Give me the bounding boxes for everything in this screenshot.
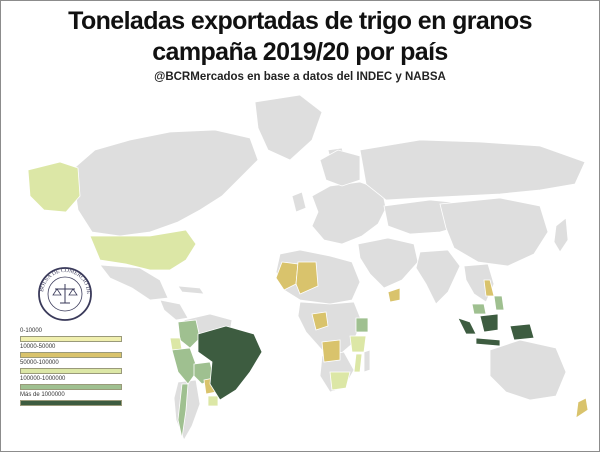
china-mongolia — [439, 197, 549, 267]
ecuador — [169, 337, 183, 351]
algeria — [295, 261, 319, 295]
brazil — [197, 325, 263, 401]
uruguay — [207, 395, 219, 407]
australia — [489, 339, 567, 401]
united-states — [89, 229, 197, 271]
legend-swatch — [20, 352, 122, 358]
philippines — [493, 295, 505, 311]
legend-item: 100000-1000000 — [20, 376, 124, 391]
middle-east — [357, 237, 419, 289]
indonesia-java — [475, 337, 501, 347]
colombia — [177, 319, 201, 349]
chile — [177, 383, 189, 439]
legend-swatch — [20, 368, 122, 374]
madagascar — [363, 349, 371, 373]
subtitle: @BCRMercados en base a datos del INDEC y… — [154, 71, 446, 83]
uk — [291, 191, 307, 213]
peru — [171, 347, 199, 385]
russia — [359, 139, 586, 201]
indonesia-papua — [509, 323, 535, 341]
vietnam — [483, 279, 495, 297]
legend-item: 10000-50000 — [20, 344, 124, 359]
caribbean — [177, 285, 205, 295]
legend-label: 10000-50000 — [20, 344, 56, 350]
legend-item: 50000-100000 — [20, 360, 124, 375]
south-africa — [329, 371, 351, 391]
legend-label: 100000-1000000 — [20, 376, 66, 382]
europe — [311, 181, 387, 245]
title-line-2: campaña 2019/20 por país — [152, 38, 448, 66]
legend-label: 50000-100000 — [20, 360, 59, 366]
legend-item: Más de 1000000 — [20, 392, 124, 407]
indonesia-kalimantan — [479, 313, 499, 333]
mozambique — [353, 353, 363, 373]
japan — [553, 217, 569, 253]
kenya — [355, 317, 369, 333]
alaska — [27, 161, 81, 213]
central-america — [159, 299, 189, 321]
legend-swatch — [20, 336, 122, 342]
indonesia-sumatra — [457, 317, 477, 335]
india — [415, 249, 461, 305]
malaysia — [471, 303, 487, 315]
legend-item: 0-10000 — [20, 328, 124, 343]
mexico — [99, 264, 169, 301]
new-zealand — [575, 397, 589, 419]
canada — [71, 129, 259, 237]
legend-swatch — [20, 384, 122, 390]
nigeria — [311, 311, 329, 331]
angola — [321, 339, 341, 363]
yemen — [387, 287, 401, 303]
tanzania — [349, 335, 367, 353]
legend-swatch — [20, 400, 122, 406]
morocco — [275, 261, 299, 291]
legend-label: 0-10000 — [20, 328, 43, 334]
title-line-1: Toneladas exportadas de trigo en granos — [68, 7, 532, 35]
greenland — [254, 94, 323, 161]
legend-label: Más de 1000000 — [20, 392, 65, 398]
legend: 0-10000 10000-50000 50000-100000 100000-… — [20, 328, 124, 408]
scandinavia — [319, 149, 361, 187]
